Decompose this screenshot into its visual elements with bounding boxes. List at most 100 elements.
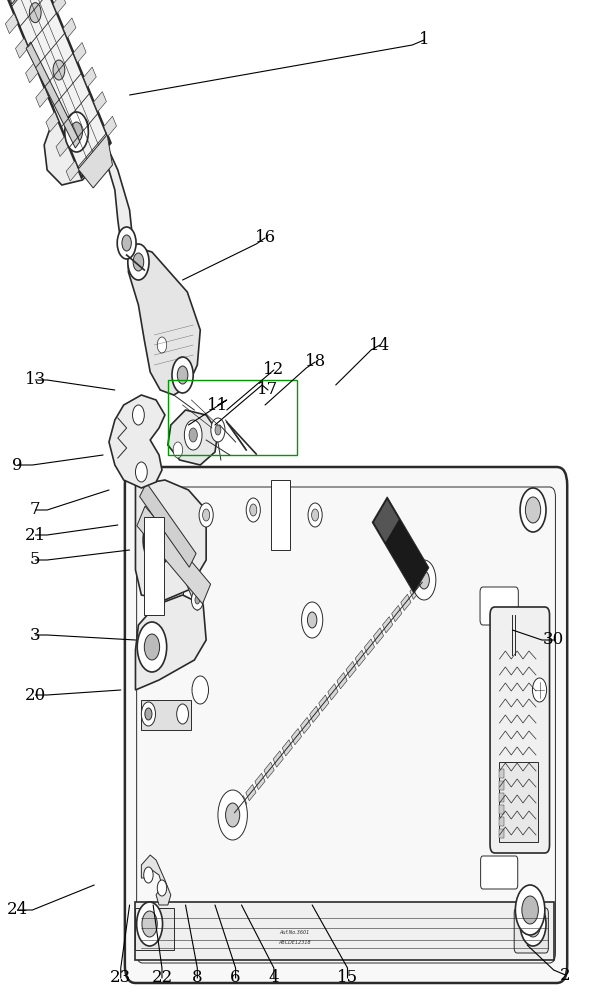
Bar bbox=[410, 583, 420, 599]
Circle shape bbox=[184, 420, 202, 450]
Polygon shape bbox=[7, 0, 111, 177]
Circle shape bbox=[525, 911, 541, 937]
Polygon shape bbox=[104, 116, 117, 136]
Text: 7: 7 bbox=[30, 502, 41, 518]
Bar bbox=[144, 517, 164, 615]
Polygon shape bbox=[63, 18, 76, 38]
Circle shape bbox=[412, 560, 436, 600]
Text: 15: 15 bbox=[337, 970, 358, 986]
Circle shape bbox=[133, 253, 144, 271]
Circle shape bbox=[150, 527, 166, 553]
Circle shape bbox=[532, 678, 547, 702]
Text: ABCDE12318: ABCDE12318 bbox=[278, 940, 311, 944]
Polygon shape bbox=[372, 497, 429, 593]
Bar bbox=[135, 908, 174, 950]
Text: 12: 12 bbox=[263, 361, 284, 378]
Circle shape bbox=[128, 244, 149, 280]
Bar bbox=[264, 762, 274, 778]
Circle shape bbox=[312, 509, 319, 521]
Circle shape bbox=[142, 911, 157, 937]
Circle shape bbox=[168, 531, 173, 539]
Polygon shape bbox=[140, 483, 196, 567]
Polygon shape bbox=[141, 855, 171, 905]
Circle shape bbox=[522, 896, 538, 924]
Circle shape bbox=[143, 497, 158, 523]
Circle shape bbox=[172, 357, 193, 393]
Polygon shape bbox=[499, 793, 504, 802]
Circle shape bbox=[525, 497, 541, 523]
Circle shape bbox=[133, 405, 144, 425]
Circle shape bbox=[165, 525, 177, 545]
Circle shape bbox=[157, 337, 167, 353]
Circle shape bbox=[157, 880, 167, 896]
Circle shape bbox=[137, 622, 167, 672]
Bar bbox=[392, 605, 402, 622]
Text: 14: 14 bbox=[369, 336, 391, 354]
Circle shape bbox=[144, 634, 160, 660]
Bar bbox=[319, 695, 329, 711]
Polygon shape bbox=[15, 38, 28, 58]
Circle shape bbox=[137, 902, 163, 946]
Bar bbox=[135, 902, 554, 960]
Polygon shape bbox=[46, 112, 59, 132]
Text: 18: 18 bbox=[305, 354, 326, 370]
Polygon shape bbox=[74, 42, 86, 63]
Bar bbox=[401, 594, 411, 611]
Circle shape bbox=[218, 790, 247, 840]
Text: 13: 13 bbox=[25, 371, 46, 388]
Circle shape bbox=[67, 114, 86, 146]
Polygon shape bbox=[4, 0, 39, 4]
Bar bbox=[159, 490, 183, 605]
Polygon shape bbox=[84, 67, 96, 87]
Circle shape bbox=[29, 3, 41, 23]
Bar bbox=[237, 796, 247, 812]
Circle shape bbox=[215, 425, 221, 435]
Text: 23: 23 bbox=[110, 970, 131, 986]
Text: Auf.No.3601: Auf.No.3601 bbox=[279, 930, 310, 934]
FancyBboxPatch shape bbox=[481, 856, 518, 889]
Bar bbox=[328, 684, 338, 700]
Bar bbox=[310, 706, 320, 722]
Circle shape bbox=[419, 571, 429, 589]
Text: 11: 11 bbox=[207, 396, 229, 414]
Text: 2: 2 bbox=[560, 966, 571, 984]
Circle shape bbox=[145, 708, 152, 720]
Circle shape bbox=[177, 704, 188, 724]
Circle shape bbox=[77, 117, 88, 137]
Circle shape bbox=[135, 462, 147, 482]
Bar bbox=[141, 700, 191, 730]
Polygon shape bbox=[499, 817, 504, 826]
Polygon shape bbox=[44, 105, 133, 245]
Polygon shape bbox=[128, 248, 200, 395]
Circle shape bbox=[250, 504, 257, 516]
Polygon shape bbox=[374, 500, 399, 542]
Text: 8: 8 bbox=[192, 970, 203, 986]
Polygon shape bbox=[135, 595, 206, 690]
Polygon shape bbox=[25, 63, 38, 83]
Polygon shape bbox=[109, 395, 165, 488]
Bar bbox=[282, 740, 292, 756]
Bar bbox=[300, 717, 310, 734]
Circle shape bbox=[515, 885, 545, 935]
Circle shape bbox=[189, 428, 197, 442]
Circle shape bbox=[192, 676, 209, 704]
FancyBboxPatch shape bbox=[480, 587, 518, 625]
Bar bbox=[273, 751, 283, 767]
Circle shape bbox=[141, 702, 155, 726]
Text: 1: 1 bbox=[419, 31, 429, 48]
Polygon shape bbox=[499, 781, 504, 790]
Bar bbox=[227, 807, 238, 823]
Circle shape bbox=[520, 902, 546, 946]
Circle shape bbox=[203, 509, 210, 521]
Polygon shape bbox=[53, 0, 66, 13]
Circle shape bbox=[199, 503, 213, 527]
Polygon shape bbox=[94, 92, 107, 112]
Circle shape bbox=[302, 602, 323, 638]
Text: 22: 22 bbox=[151, 970, 173, 986]
Circle shape bbox=[307, 612, 317, 628]
Polygon shape bbox=[66, 161, 79, 181]
Bar bbox=[355, 650, 365, 666]
Bar bbox=[255, 773, 265, 790]
FancyBboxPatch shape bbox=[514, 908, 548, 953]
Text: 17: 17 bbox=[257, 381, 279, 398]
